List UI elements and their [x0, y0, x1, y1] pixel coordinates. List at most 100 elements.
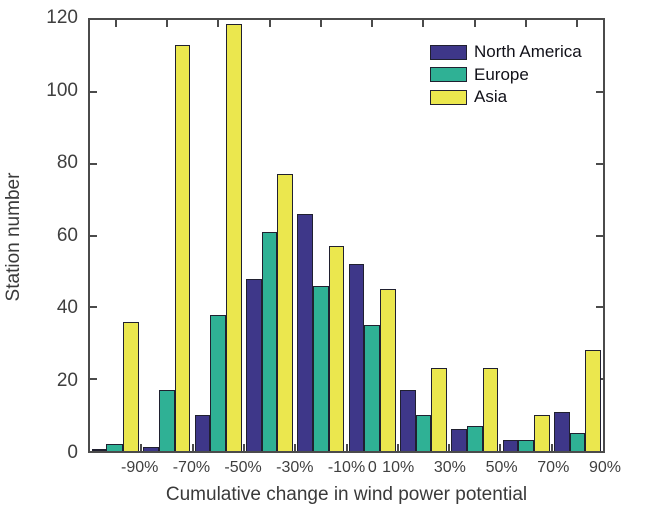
legend-swatch — [430, 89, 467, 105]
bar-europe — [415, 415, 432, 451]
bar-europe — [364, 325, 380, 451]
bar-north-america — [451, 429, 467, 451]
x-axis-tick — [140, 444, 143, 451]
bar-asia — [533, 415, 550, 451]
x-tick-label--50pct: -50% — [224, 459, 262, 476]
bar-group-3 — [246, 20, 294, 451]
x-axis-top-tick — [576, 20, 579, 27]
bar-europe — [210, 314, 227, 451]
x-axis-top-tick — [165, 20, 168, 27]
bar-north-america — [297, 213, 314, 451]
x-tick-label--10pct: -10% — [327, 459, 366, 476]
legend-swatch — [430, 44, 467, 60]
x-axis-top-tick — [525, 20, 528, 27]
x-axis-tick — [242, 444, 245, 451]
bar-group-5 — [348, 20, 396, 451]
x-axis-tick — [499, 444, 502, 451]
bar-asia — [482, 368, 499, 451]
bar-asia — [174, 45, 191, 451]
y-axis-tick — [90, 234, 97, 237]
bar-asia — [226, 23, 242, 451]
y-axis-tick — [596, 90, 603, 93]
bar-europe — [518, 440, 534, 451]
bar-europe — [106, 443, 123, 451]
x-axis-top-tick — [319, 20, 322, 27]
x-axis-top-tick — [114, 20, 117, 27]
bar-north-america — [194, 415, 211, 451]
x-axis-tick — [448, 444, 451, 451]
legend: North America Europe Asia — [430, 42, 582, 112]
x-tick-label-70pct: 70% — [537, 459, 570, 476]
x-axis-top-tick — [422, 20, 425, 27]
x-tick-label-0: 0 — [367, 459, 377, 476]
bar-asia — [122, 321, 140, 451]
y-tick-label-100: 100 — [46, 79, 78, 101]
bar-europe — [466, 425, 483, 451]
bar-europe — [569, 433, 586, 451]
bar-asia — [431, 368, 447, 451]
bar-group-6 — [399, 20, 447, 451]
legend-swatch — [430, 67, 467, 82]
bar-europe — [261, 231, 278, 451]
bar-group-4 — [297, 20, 345, 451]
legend-entry-asia: Asia — [430, 87, 582, 106]
x-axis-top-tick — [371, 20, 374, 27]
x-tick-label-10pct: 10% — [382, 459, 415, 476]
x-tick-label--30pct: -30% — [276, 459, 314, 476]
x-axis-top-tick — [217, 20, 220, 27]
y-axis-tick — [90, 378, 97, 381]
x-tick-label-50pct: 50% — [485, 459, 518, 476]
y-axis-tick — [90, 162, 97, 165]
plot-area: North America Europe Asia — [88, 18, 605, 453]
y-axis-tick — [596, 162, 603, 165]
bar-europe — [159, 389, 175, 451]
y-tick-label-0: 0 — [67, 442, 78, 463]
x-axis-tick — [191, 444, 194, 451]
bar-north-america — [399, 389, 416, 451]
x-axis-top-tick — [473, 20, 476, 27]
x-axis-tick — [550, 444, 553, 451]
bar-group-2 — [194, 20, 242, 451]
legend-label: North America — [474, 42, 582, 61]
y-tick-label-80: 80 — [56, 152, 78, 173]
x-tick-label-90pct: 90% — [588, 459, 622, 476]
y-axis-tick — [596, 234, 603, 237]
y-tick-label-40: 40 — [56, 297, 78, 318]
bar-europe — [313, 285, 329, 451]
x-axis-tick — [345, 444, 348, 451]
bar-north-america — [246, 278, 262, 451]
y-tick-label-20: 20 — [56, 369, 78, 391]
x-axis-tick — [396, 444, 399, 451]
bar-asia — [277, 174, 294, 451]
legend-entry-europe: Europe — [430, 64, 582, 84]
bar-group-1 — [143, 20, 191, 451]
x-tick-label--70pct: -70% — [172, 459, 211, 476]
y-axis-tick — [596, 306, 603, 309]
y-axis-tick — [90, 306, 97, 309]
plot-canvas — [90, 20, 603, 451]
bar-group-9 — [553, 20, 601, 451]
bar-group-7 — [451, 20, 499, 451]
bar-north-america — [502, 440, 519, 451]
x-tick-label-30pct: 30% — [433, 459, 466, 476]
bar-group-0 — [92, 20, 140, 451]
bar-asia — [328, 246, 345, 451]
x-tick-label--90pct: -90% — [121, 459, 159, 476]
x-axis-top-tick — [268, 20, 271, 27]
bar-north-america — [143, 447, 160, 451]
bar-group-8 — [502, 20, 550, 451]
bar-asia — [585, 350, 601, 451]
y-tick-label-60: 60 — [56, 224, 78, 246]
bar-north-america — [348, 264, 365, 451]
bar-north-america — [92, 449, 107, 451]
legend-entry-north-america: North America — [430, 42, 582, 61]
x-axis-tick — [294, 444, 297, 451]
y-axis-tick — [90, 90, 97, 93]
bar-asia — [379, 289, 396, 451]
legend-label: Europe — [474, 64, 529, 84]
y-tick-label-120: 120 — [46, 7, 78, 28]
legend-label: Asia — [474, 87, 508, 106]
x-axis-title: Cumulative change in wind power potentia… — [165, 484, 528, 505]
bar-north-america — [553, 411, 570, 451]
